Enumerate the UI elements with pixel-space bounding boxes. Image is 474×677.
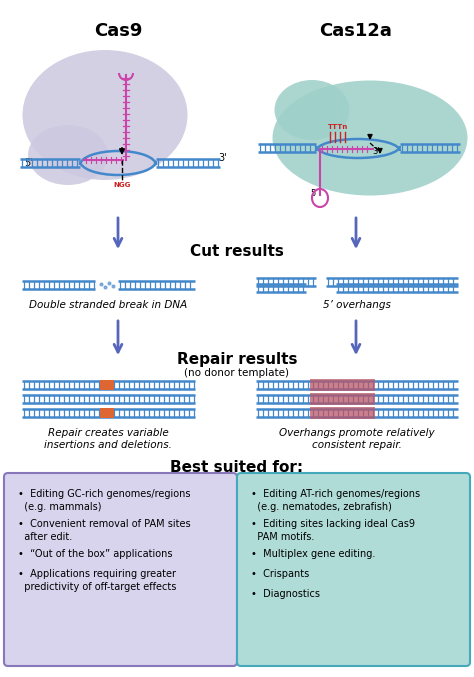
Ellipse shape [22,50,188,180]
Text: 3': 3' [218,153,227,163]
Ellipse shape [273,81,467,196]
Text: •  Diagnostics: • Diagnostics [251,589,320,599]
Text: •  Convenient removal of PAM sites
  after edit.: • Convenient removal of PAM sites after … [18,519,191,542]
FancyBboxPatch shape [310,393,375,405]
Ellipse shape [28,125,108,185]
Text: 5’ overhangs: 5’ overhangs [323,300,391,310]
Text: Repair results: Repair results [177,352,297,367]
Text: Best suited for:: Best suited for: [171,460,303,475]
Text: Overhangs promote relatively
consistent repair.: Overhangs promote relatively consistent … [279,428,435,450]
Text: Cas12a: Cas12a [319,22,392,40]
Text: Cut results: Cut results [190,244,284,259]
FancyBboxPatch shape [310,379,375,391]
Text: Double stranded break in DNA: Double stranded break in DNA [29,300,187,310]
Text: •  Editing sites lacking ideal Cas9
  PAM motifs.: • Editing sites lacking ideal Cas9 PAM m… [251,519,415,542]
Text: 5': 5' [24,158,33,168]
FancyBboxPatch shape [310,407,375,419]
FancyBboxPatch shape [100,380,114,390]
Text: TTTn: TTTn [328,124,348,130]
FancyBboxPatch shape [100,408,114,418]
Text: •  Crispants: • Crispants [251,569,309,579]
Text: Cas9: Cas9 [94,22,142,40]
Ellipse shape [274,80,349,140]
Text: 3': 3' [372,148,380,156]
FancyBboxPatch shape [4,473,237,666]
Text: •  Multiplex gene editing.: • Multiplex gene editing. [251,549,375,559]
Text: •  “Out of the box” applications: • “Out of the box” applications [18,549,173,559]
FancyBboxPatch shape [237,473,470,666]
Text: NGG: NGG [113,182,131,188]
Text: •  Editing GC-rich genomes/regions
  (e.g. mammals): • Editing GC-rich genomes/regions (e.g. … [18,489,191,512]
Text: Repair creates variable
insertions and deletions.: Repair creates variable insertions and d… [44,428,172,450]
Text: •  Editing AT-rich genomes/regions
  (e.g. nematodes, zebrafish): • Editing AT-rich genomes/regions (e.g. … [251,489,420,512]
Text: 5': 5' [310,188,318,198]
Text: •  Applications requiring greater
  predictivity of off-target effects: • Applications requiring greater predict… [18,569,176,592]
Text: (no donor template): (no donor template) [184,368,290,378]
